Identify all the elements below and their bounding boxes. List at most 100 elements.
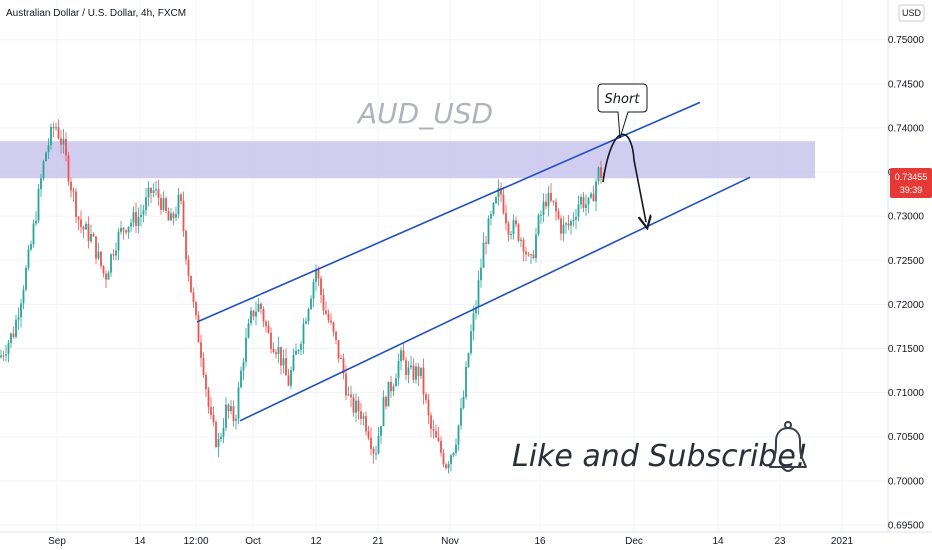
candle-body — [237, 387, 240, 419]
candle-body — [32, 223, 35, 245]
candle-body — [427, 399, 430, 416]
candle-body — [20, 303, 22, 318]
candle-body — [160, 197, 162, 210]
candle-body — [362, 416, 365, 419]
candle-body — [405, 360, 407, 376]
candle-body — [200, 342, 202, 358]
candle-body — [197, 315, 200, 343]
candle-body — [492, 203, 495, 214]
candle-body — [180, 194, 182, 201]
candle-body — [572, 219, 575, 222]
candle-body — [515, 220, 517, 225]
candle-body — [325, 310, 327, 314]
candle-body — [260, 303, 262, 309]
x-tick-label: Sep — [48, 536, 66, 547]
candle-body — [140, 214, 142, 218]
lower-channel-line[interactable] — [239, 176, 751, 422]
candle-body — [385, 397, 387, 407]
candle-body — [52, 127, 55, 129]
candle-body — [267, 326, 270, 333]
short-callout[interactable]: Short — [597, 83, 648, 139]
candle-body — [292, 354, 295, 371]
candle-body — [110, 254, 112, 273]
candle-body — [447, 464, 450, 469]
currency-button[interactable]: USD — [898, 4, 925, 22]
candle-body — [400, 350, 402, 362]
candle-body — [567, 223, 570, 226]
candle-body — [592, 193, 595, 202]
candle-body — [65, 138, 67, 156]
candle-body — [395, 378, 397, 387]
candle-body — [30, 244, 32, 250]
candle-body — [220, 436, 222, 439]
candle-body — [590, 193, 592, 198]
candle-body — [375, 453, 377, 455]
candle-body — [372, 448, 375, 454]
candle-body — [10, 333, 12, 343]
x-tick-label: 14 — [134, 536, 146, 547]
candle-body — [255, 311, 257, 317]
current-price: 0.73455 — [895, 172, 928, 182]
candle-body — [252, 310, 255, 317]
candle-body — [585, 204, 587, 208]
candle-body — [387, 381, 390, 407]
candle-body — [297, 350, 300, 352]
currency-button-label: USD — [902, 8, 922, 18]
candle-body — [562, 224, 565, 234]
candle-body — [205, 374, 207, 390]
current-price-tag: 0.73455 39:39 — [890, 168, 932, 198]
candle-body — [202, 357, 205, 375]
candle-body — [580, 197, 582, 205]
candle-body — [420, 367, 422, 377]
candle-body — [510, 234, 512, 236]
candle-body — [112, 254, 115, 256]
candle-body — [402, 350, 405, 361]
candle-body — [212, 414, 215, 422]
candle-body — [517, 224, 520, 241]
candle-body — [497, 187, 500, 198]
candle-body — [322, 294, 325, 311]
callout-label: Short — [605, 92, 641, 107]
candle-body — [365, 416, 367, 432]
candle-body — [17, 317, 20, 320]
candle-body — [570, 221, 572, 226]
candle-body — [67, 155, 70, 182]
candle-body — [210, 406, 212, 415]
candle-body — [540, 214, 542, 216]
candle-body — [442, 452, 445, 465]
candle-body — [545, 201, 547, 207]
candle-body — [527, 254, 530, 256]
bar-countdown: 39:39 — [900, 185, 923, 195]
candle-body — [465, 367, 467, 397]
y-tick-label: 0.70500 — [888, 432, 925, 443]
y-tick-label: 0.70000 — [888, 476, 925, 487]
candle-body — [172, 213, 175, 218]
like-subscribe-text: Like and Subscribe! — [512, 439, 808, 474]
candle-body — [485, 242, 487, 244]
candle-body — [600, 167, 602, 179]
candle-body — [360, 411, 362, 419]
candle-body — [305, 321, 307, 324]
time-axis[interactable]: Sep 14 12:00 Oct 12 21 Nov 16 Dec 14 23 2021 — [0, 531, 932, 550]
candle-body — [470, 331, 472, 354]
candle-body — [462, 396, 465, 409]
candle-body — [115, 250, 117, 256]
candle-body — [207, 389, 210, 407]
candle-body — [242, 361, 245, 371]
price-axis[interactable]: 0.750000.745000.740000.735000.730000.725… — [887, 0, 932, 532]
candle-body — [152, 190, 155, 194]
candle-body — [300, 343, 302, 351]
y-tick-label: 0.71000 — [888, 388, 925, 399]
candle-body — [507, 223, 510, 235]
candle-body — [7, 342, 10, 355]
candle-body — [582, 197, 585, 208]
candle-body — [347, 394, 350, 396]
candle-body — [337, 339, 340, 358]
candle-body — [157, 189, 160, 198]
candle-body — [340, 357, 342, 359]
candle-body — [162, 198, 165, 210]
candle-body — [265, 321, 267, 327]
candle-body — [192, 292, 195, 303]
x-tick-label: 16 — [534, 536, 546, 547]
